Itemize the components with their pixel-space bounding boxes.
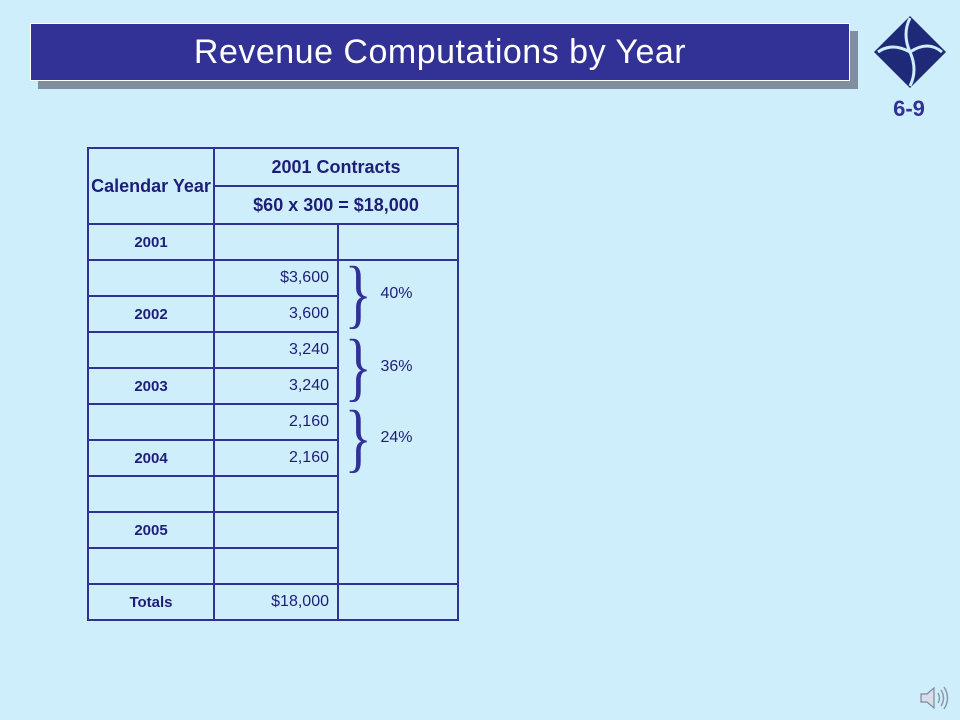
amount-cell: 3,240	[213, 367, 339, 405]
publisher-logo-icon	[874, 16, 946, 88]
percent-cell	[337, 583, 459, 621]
brace-icon: }	[344, 325, 372, 409]
amount-cell: $3,600	[213, 259, 339, 297]
table-row: 2,160	[87, 403, 458, 441]
percent-column	[337, 259, 459, 585]
table-row	[87, 547, 458, 585]
table-row: 3,240	[87, 331, 458, 369]
revenue-table: Calendar Year 2001 Contracts $60 x 300 =…	[87, 147, 459, 621]
year-cell	[87, 547, 215, 585]
amount-cell	[213, 475, 339, 513]
percent-label: 24%	[380, 429, 413, 446]
brace-group-3: } 24%	[340, 396, 413, 480]
slide-number: 6-9	[893, 96, 925, 121]
percent-cell	[337, 223, 459, 261]
amount-cell: 2,160	[213, 439, 339, 477]
table-row-totals: Totals $18,000	[87, 583, 459, 621]
amount-cell: 3,240	[213, 331, 339, 369]
totals-amount: $18,000	[213, 583, 339, 621]
year-cell: 2004	[87, 439, 215, 477]
amount-cell	[213, 223, 339, 261]
header-formula: $60 x 300 = $18,000	[213, 185, 459, 225]
amount-cell	[213, 547, 339, 585]
header-contracts: 2001 Contracts	[213, 147, 459, 187]
table-row	[87, 475, 458, 513]
table-row: 2003 3,240	[87, 367, 458, 405]
title-bar: Revenue Computations by Year	[30, 23, 850, 81]
year-cell	[87, 475, 215, 513]
year-cell	[87, 331, 215, 369]
brace-icon: }	[344, 396, 372, 480]
amount-cell	[213, 511, 339, 549]
brace-icon: }	[344, 252, 372, 336]
year-cell	[87, 259, 215, 297]
year-cell: 2003	[87, 367, 215, 405]
table-row: 2002 3,600	[87, 295, 458, 333]
table-row: 2005	[87, 511, 458, 549]
table-row: 2001	[87, 223, 459, 261]
totals-label: Totals	[87, 583, 215, 621]
amount-cell: 2,160	[213, 403, 339, 441]
speaker-icon[interactable]	[918, 683, 950, 713]
table-row: $3,600	[87, 259, 459, 585]
year-cell	[87, 403, 215, 441]
brace-group-1: } 40%	[340, 252, 413, 336]
percent-label: 36%	[380, 358, 413, 375]
amount-cell: 3,600	[213, 295, 339, 333]
year-cell: 2005	[87, 511, 215, 549]
brace-group-2: } 36%	[340, 325, 413, 409]
header-calendar-year: Calendar Year	[87, 147, 215, 225]
slide-title: Revenue Computations by Year	[193, 32, 687, 71]
table-row: 2004 2,160	[87, 439, 458, 477]
percent-label: 40%	[380, 285, 413, 302]
year-cell: 2001	[87, 223, 215, 261]
year-cell: 2002	[87, 295, 215, 333]
